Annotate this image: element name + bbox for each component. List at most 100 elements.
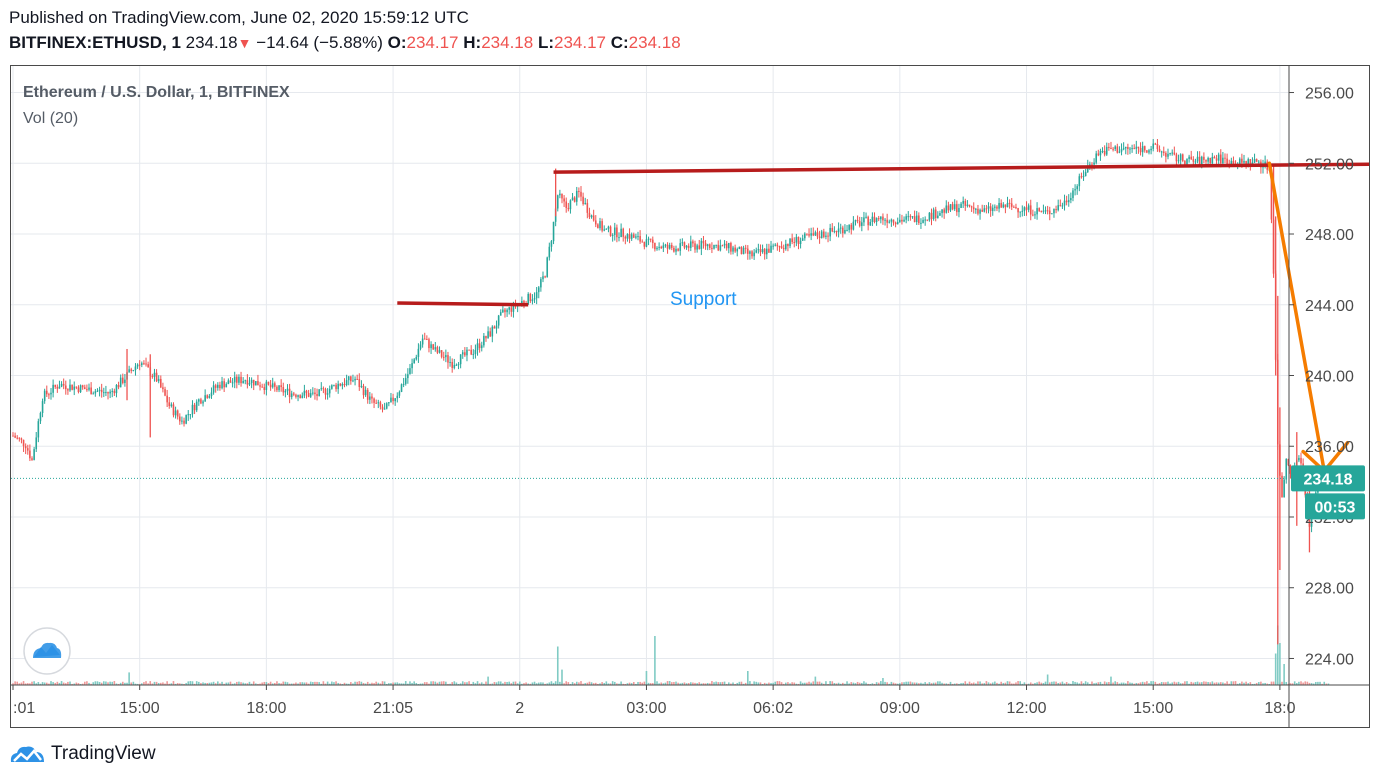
- volume-bar: [727, 682, 730, 685]
- volume-bar: [571, 682, 574, 685]
- volume-bar: [542, 682, 544, 685]
- volume-bar: [1141, 681, 1144, 685]
- volume-bar: [1215, 682, 1218, 685]
- price-chart[interactable]: 256.00252.00248.00244.00240.00236.00232.…: [11, 66, 1369, 727]
- candle-body: [438, 350, 441, 353]
- candle-body: [221, 381, 223, 389]
- volume-bar: [833, 682, 836, 685]
- candle-body: [107, 392, 109, 394]
- volume-bar: [594, 682, 597, 685]
- candle-body: [810, 233, 812, 236]
- candle-body: [434, 347, 437, 350]
- chart-frame[interactable]: 256.00252.00248.00244.00240.00236.00232.…: [10, 65, 1370, 728]
- candle-body: [875, 218, 878, 223]
- candle-body: [763, 249, 766, 255]
- candle-body: [489, 331, 491, 337]
- volume-bar: [694, 682, 696, 685]
- candle-body: [626, 234, 629, 239]
- candle-body: [102, 392, 105, 394]
- volume-bar: [1186, 681, 1188, 685]
- volume-spike: [1276, 625, 1279, 685]
- volume-bar: [668, 681, 671, 685]
- candle-body: [130, 369, 133, 371]
- candle-body: [884, 219, 886, 221]
- candle-body: [98, 389, 101, 391]
- volume-bar: [569, 683, 572, 685]
- candle-body: [491, 326, 494, 337]
- volume-bar: [774, 681, 777, 685]
- candle-body: [905, 216, 907, 220]
- candle-body: [681, 242, 684, 244]
- candle-body: [637, 236, 639, 238]
- candle-body: [685, 245, 688, 248]
- volume-bar: [252, 681, 255, 685]
- volume-bar: [1314, 681, 1317, 685]
- tradingview-circle-icon[interactable]: [23, 627, 71, 675]
- candle-body: [1135, 146, 1138, 149]
- candle-body: [457, 364, 460, 366]
- candle-body: [115, 385, 118, 394]
- footer-logo[interactable]: TradingView: [9, 742, 156, 766]
- candle-body: [664, 244, 667, 246]
- candle-body: [618, 237, 620, 239]
- volume-bar: [453, 681, 456, 685]
- candle-body: [1093, 162, 1095, 165]
- candle-body: [994, 206, 996, 208]
- candle-body: [402, 383, 405, 385]
- candle-body: [947, 205, 950, 211]
- candle-body: [668, 245, 671, 249]
- volume-bar: [1300, 681, 1302, 685]
- candle-body: [1025, 207, 1028, 210]
- candle-body: [683, 242, 686, 248]
- candle-body: [854, 219, 857, 222]
- candle-body: [269, 384, 272, 388]
- volume-bar: [493, 681, 496, 685]
- candle-body: [1013, 206, 1015, 208]
- candle-body: [759, 249, 762, 253]
- volume-bar: [394, 682, 396, 685]
- candle-body: [647, 238, 650, 240]
- volume-bar: [377, 682, 380, 685]
- volume-bar: [651, 683, 654, 685]
- volume-bar: [18, 683, 21, 685]
- candle-body: [512, 303, 515, 312]
- volume-bar: [734, 683, 736, 685]
- candle-body: [597, 224, 599, 229]
- volume-bar: [808, 681, 810, 685]
- volume-bar: [1105, 682, 1108, 685]
- candle-body: [1103, 150, 1106, 155]
- volume-bar: [1228, 683, 1231, 685]
- candle-body: [772, 245, 774, 247]
- candle-body: [259, 385, 261, 387]
- candle-body: [1198, 156, 1201, 165]
- candle-body: [314, 392, 316, 395]
- volume-spike: [1110, 676, 1112, 685]
- volume-bar: [217, 681, 219, 685]
- volume-bar: [419, 683, 422, 685]
- candle-body: [531, 299, 534, 302]
- candle-body: [24, 446, 27, 449]
- volume-bar: [820, 682, 823, 685]
- candle-body: [544, 276, 546, 278]
- volume-bar: [844, 683, 846, 685]
- volume-bar: [911, 682, 914, 685]
- volume-bar: [1230, 681, 1233, 685]
- volume-bar: [41, 682, 44, 685]
- volume-bar: [428, 683, 430, 685]
- candle-body: [352, 380, 354, 382]
- volume-bar: [246, 683, 249, 685]
- volume-bar: [457, 683, 460, 685]
- volume-bar: [24, 683, 27, 685]
- candle-body: [229, 380, 232, 383]
- candle-body: [476, 343, 479, 350]
- volume-bar: [740, 681, 743, 685]
- candle-body: [343, 384, 346, 386]
- candle-body: [417, 348, 420, 357]
- footer-brand: TradingView: [51, 743, 156, 764]
- candle-body: [1029, 205, 1032, 215]
- candle-body: [789, 238, 791, 247]
- candle-body: [556, 195, 559, 209]
- candle-body: [533, 298, 536, 300]
- volume-bar: [782, 683, 785, 685]
- candle-body: [639, 236, 641, 242]
